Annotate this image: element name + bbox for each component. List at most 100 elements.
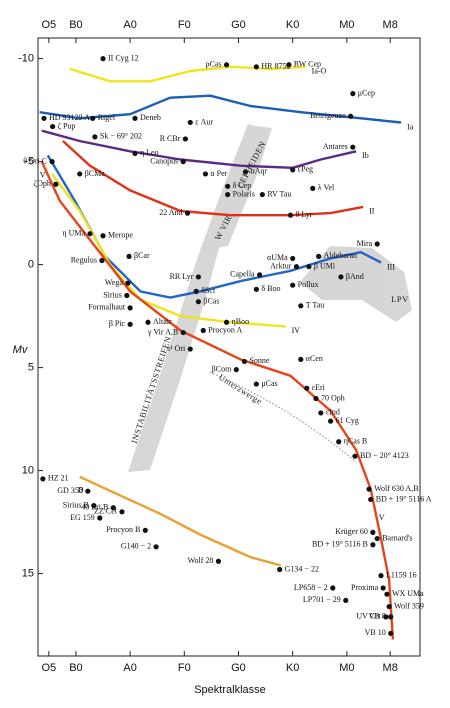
star-label: LP658 − 2: [294, 583, 328, 592]
star-label: εEri: [312, 383, 326, 392]
star: [142, 527, 148, 533]
star: [223, 319, 230, 325]
x-tick-label: A0: [123, 662, 136, 674]
star: [290, 282, 296, 288]
star: [293, 264, 300, 270]
star: [184, 210, 191, 216]
star: [99, 257, 105, 264]
annotation: LPV: [391, 294, 409, 304]
x-tick-label: M0: [339, 19, 354, 31]
star: [127, 305, 133, 311]
curve-label: II: [369, 207, 375, 216]
star: [290, 255, 296, 262]
class-curve: [40, 161, 395, 640]
star: [50, 123, 56, 130]
star: [350, 144, 356, 150]
y-tick-label: 15: [22, 568, 34, 580]
star-label: HD 93129 A: [49, 113, 90, 122]
star: [91, 503, 97, 509]
star: [318, 410, 324, 416]
star-label: Polaris: [233, 189, 255, 198]
star: [241, 358, 248, 365]
star-label: ζOph: [34, 179, 51, 188]
star: [195, 274, 201, 280]
star-label: αUMa: [267, 253, 288, 262]
class-curve: [39, 94, 402, 124]
y-tick-label: -5: [24, 156, 34, 168]
star: [77, 171, 83, 177]
star: [313, 395, 319, 402]
star-label: BD + 19° 5116 A: [376, 494, 432, 503]
star: [215, 558, 222, 564]
star-label: Capella: [230, 270, 255, 279]
x-tick-label: M8: [383, 19, 398, 31]
star: [338, 274, 344, 280]
star: [85, 488, 91, 494]
star: [348, 113, 354, 119]
star: [388, 614, 394, 620]
star-label: β Pic: [109, 319, 126, 328]
star: [90, 115, 96, 121]
star-label: EG 159: [70, 513, 95, 522]
x-tick-label: O5: [41, 662, 56, 674]
star: [223, 62, 230, 68]
star-label: Barnard's: [382, 533, 412, 542]
star: [202, 171, 209, 177]
star: [225, 191, 231, 198]
star: [40, 476, 46, 482]
x-tick-label: F0: [178, 662, 191, 674]
star-label: θ Ori C: [23, 156, 47, 165]
star: [125, 280, 131, 286]
star-label: II Cyg 12: [108, 53, 139, 62]
star: [182, 136, 188, 142]
star: [193, 288, 199, 294]
star: [253, 64, 259, 70]
star-label: Sirius B: [63, 500, 89, 509]
star: [153, 544, 159, 550]
star-label: μCep: [358, 88, 375, 97]
star-label: Wolf 630 A,B: [374, 484, 418, 493]
x-axis-label: Spektralklasse: [194, 684, 266, 696]
star-label: Beteigeuze: [310, 111, 346, 120]
star: [304, 385, 310, 391]
star-label: R CBr: [160, 134, 181, 143]
star: [87, 231, 93, 237]
star: [180, 159, 186, 165]
star-label: Wega: [105, 278, 123, 287]
star-label: ZZ Cet: [94, 507, 118, 516]
star: [374, 535, 380, 542]
star: [253, 381, 259, 387]
star-label: Wolf 359: [394, 601, 424, 610]
y-axis-label: Mv: [13, 344, 29, 356]
star: [327, 418, 334, 424]
star: [370, 529, 376, 536]
curve-label: V: [40, 170, 46, 179]
star-label: Mira: [357, 239, 373, 248]
star-label: βCMa: [85, 169, 106, 178]
class-curve: [62, 140, 364, 217]
star-label: Altair: [153, 317, 172, 326]
star-label: αCen: [306, 354, 323, 363]
regions: [128, 124, 412, 472]
x-tick-label: A0: [123, 19, 136, 31]
x-tick-label: K0: [286, 662, 299, 674]
star: [100, 233, 106, 239]
star-label: G134 − 22: [285, 564, 319, 573]
star: [233, 367, 239, 373]
star-label: Rigel: [98, 113, 116, 122]
star-label: Canopus: [150, 156, 178, 165]
curve-label: Ia: [407, 122, 414, 131]
star: [126, 253, 132, 259]
star-label: α Per: [210, 169, 227, 178]
star-label: Arktur: [270, 261, 292, 270]
star: [384, 591, 390, 597]
star-label: εInd: [326, 408, 340, 417]
star-label: ρCas: [206, 60, 222, 69]
star-label: RW Cep: [294, 60, 321, 69]
star-label: βCar: [134, 251, 150, 260]
star: [49, 159, 55, 165]
star: [145, 319, 151, 325]
star-label: VB 8: [369, 612, 386, 621]
